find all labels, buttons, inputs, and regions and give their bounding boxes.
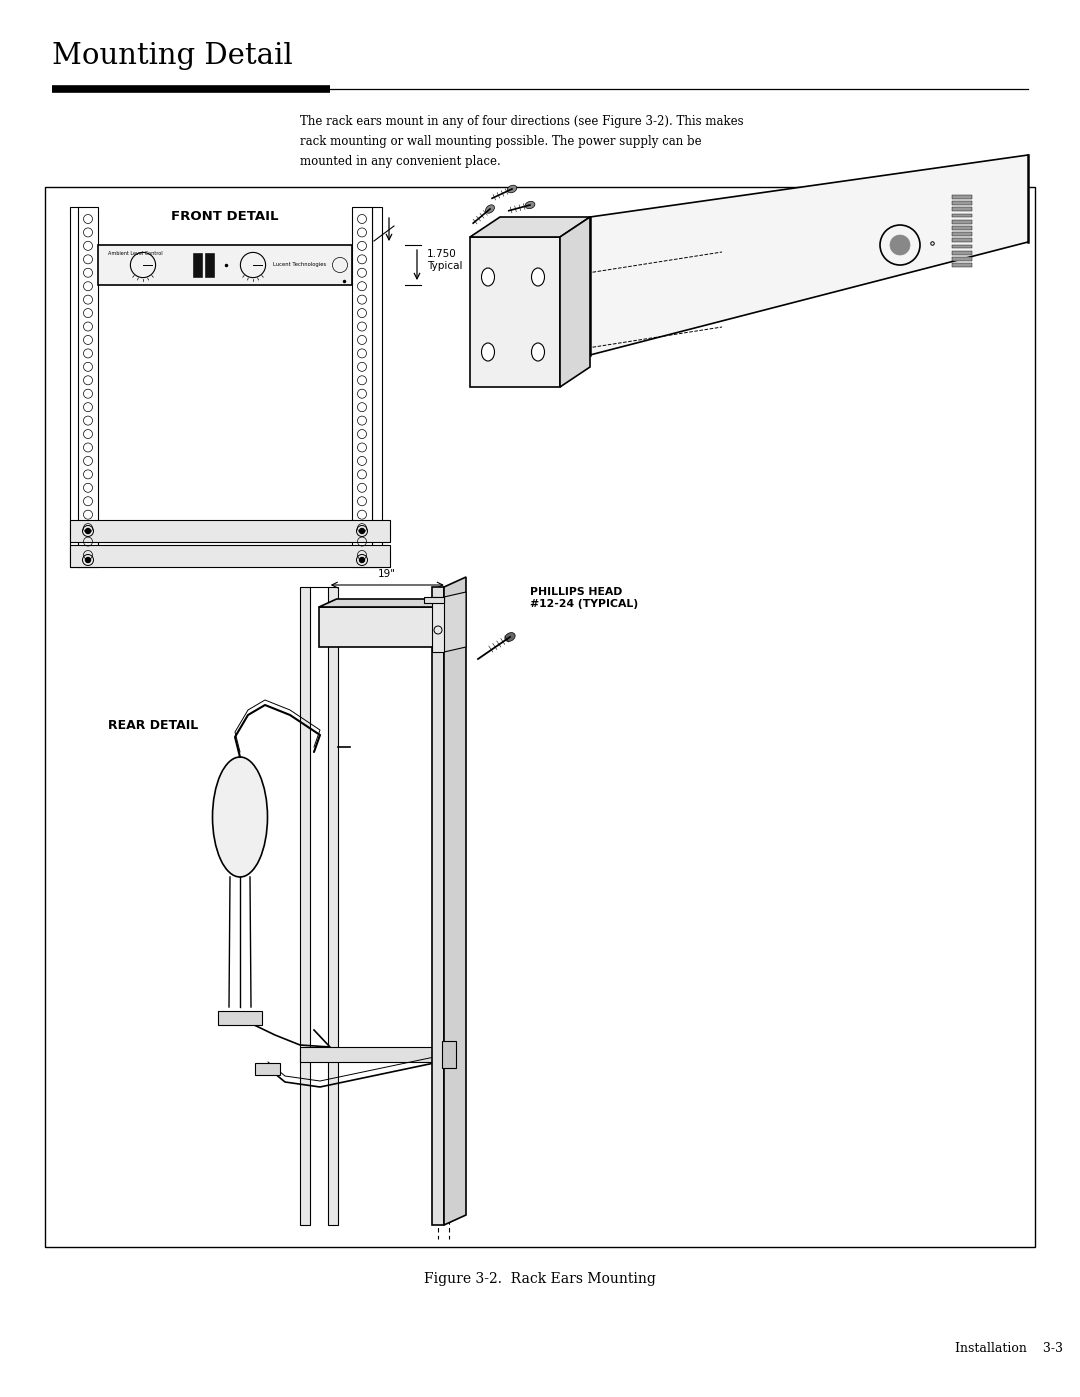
- Bar: [70, 545, 390, 567]
- Ellipse shape: [213, 757, 268, 877]
- Bar: [70, 207, 80, 567]
- Text: Ambient Level Control: Ambient Level Control: [108, 251, 163, 256]
- Bar: [300, 1046, 444, 1062]
- Bar: [78, 207, 98, 567]
- Text: 19": 19": [378, 569, 396, 578]
- Circle shape: [85, 557, 91, 563]
- Bar: [951, 219, 972, 224]
- Ellipse shape: [482, 268, 495, 286]
- Text: The rack ears mount in any of four directions (see Figure 3-2). This makes: The rack ears mount in any of four direc…: [300, 115, 744, 129]
- Bar: [951, 226, 972, 231]
- Ellipse shape: [482, 344, 495, 360]
- Bar: [45, 187, 1035, 1248]
- Polygon shape: [438, 599, 456, 647]
- Bar: [951, 251, 972, 254]
- Polygon shape: [444, 1039, 459, 1062]
- Circle shape: [360, 557, 365, 563]
- Polygon shape: [319, 599, 456, 608]
- Ellipse shape: [508, 186, 516, 193]
- Bar: [204, 253, 214, 277]
- Polygon shape: [561, 217, 590, 387]
- Polygon shape: [470, 217, 590, 237]
- Bar: [255, 1063, 280, 1076]
- Bar: [218, 1011, 262, 1025]
- Circle shape: [85, 528, 91, 534]
- Bar: [70, 520, 390, 542]
- Ellipse shape: [525, 201, 535, 208]
- Polygon shape: [444, 592, 465, 652]
- Bar: [951, 207, 972, 211]
- Bar: [319, 608, 438, 647]
- Bar: [300, 587, 310, 1225]
- Ellipse shape: [531, 344, 544, 360]
- Bar: [951, 239, 972, 242]
- Bar: [193, 253, 202, 277]
- Text: PHILLIPS HEAD
#12-24 (TYPICAL): PHILLIPS HEAD #12-24 (TYPICAL): [530, 587, 638, 609]
- Bar: [951, 257, 972, 261]
- Circle shape: [360, 528, 365, 534]
- Bar: [98, 244, 352, 285]
- Bar: [442, 1041, 456, 1067]
- Bar: [432, 597, 444, 652]
- Polygon shape: [470, 237, 561, 387]
- Bar: [372, 207, 382, 567]
- Text: FRONT DETAIL: FRONT DETAIL: [172, 210, 279, 224]
- Bar: [951, 196, 972, 198]
- Circle shape: [890, 235, 910, 256]
- Ellipse shape: [531, 268, 544, 286]
- Ellipse shape: [504, 633, 515, 641]
- Bar: [951, 244, 972, 249]
- Text: Installation    3-3: Installation 3-3: [955, 1343, 1063, 1355]
- Bar: [951, 214, 972, 218]
- Text: Mounting Detail: Mounting Detail: [52, 42, 293, 70]
- Bar: [951, 201, 972, 205]
- Text: Figure 3-2.  Rack Ears Mounting: Figure 3-2. Rack Ears Mounting: [424, 1273, 656, 1287]
- Bar: [951, 263, 972, 267]
- Bar: [352, 207, 372, 567]
- Text: rack mounting or wall mounting possible. The power supply can be: rack mounting or wall mounting possible.…: [300, 136, 702, 148]
- Bar: [432, 587, 444, 1225]
- Text: 1.750
Typical: 1.750 Typical: [427, 249, 462, 271]
- Ellipse shape: [486, 205, 495, 214]
- Text: mounted in any convenient place.: mounted in any convenient place.: [300, 155, 501, 168]
- Bar: [424, 597, 444, 604]
- Bar: [951, 232, 972, 236]
- Bar: [328, 587, 338, 1225]
- Polygon shape: [590, 155, 1028, 355]
- Text: REAR DETAIL: REAR DETAIL: [108, 718, 199, 732]
- Polygon shape: [444, 577, 465, 1225]
- Text: Lucent Technologies: Lucent Technologies: [273, 261, 326, 267]
